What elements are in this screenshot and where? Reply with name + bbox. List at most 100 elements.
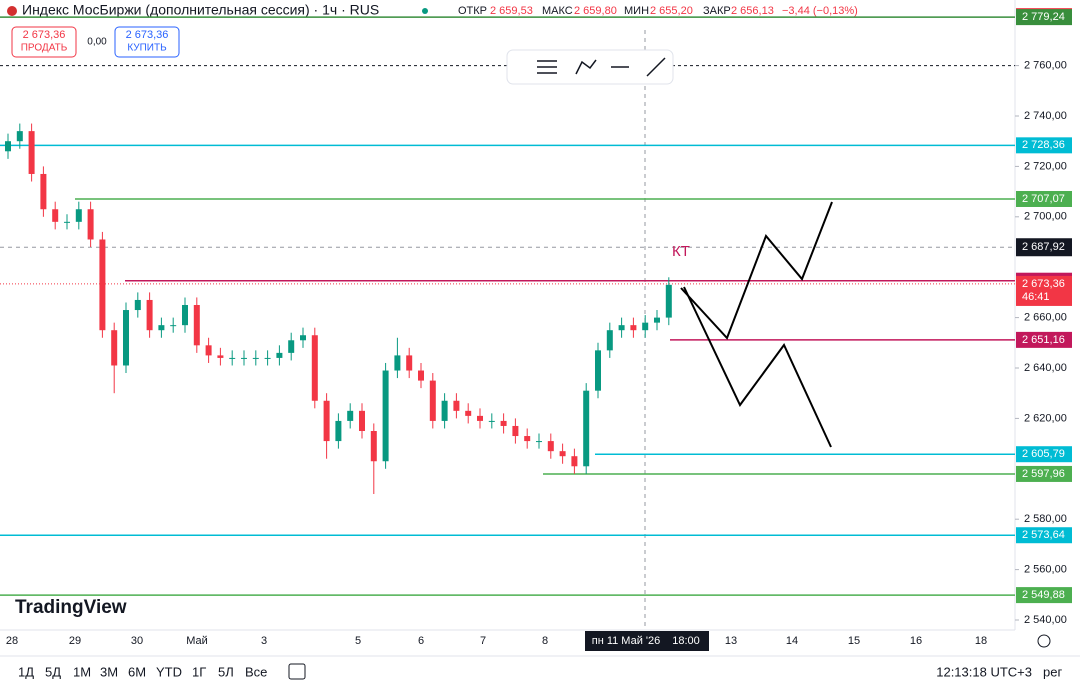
level-price-tag [1016,331,1072,348]
candle-body [5,141,11,152]
candle-body [158,325,165,331]
crosshair-tag [1016,238,1072,257]
y-tick-label: 2 760,00 [1024,60,1067,72]
x-tick-label: Май [186,635,208,647]
candle-body [382,370,389,462]
candle-body [500,420,507,426]
candle-body [264,357,271,359]
candle-body [335,420,342,442]
sell-price: 2 673,36 [23,29,66,41]
crosshair-label: 2 687,92 [1022,241,1065,253]
range-button[interactable]: 3М [100,664,118,679]
session: рег [1043,664,1062,679]
buy-price: 2 673,36 [126,29,169,41]
level-price-label: 2 728,36 [1022,139,1065,151]
range-button[interactable]: 6М [128,664,146,679]
y-tick-label: 2 700,00 [1024,211,1067,223]
drawn-zigzag-down [683,286,832,448]
candle-body [182,305,188,326]
candle-body [241,357,247,359]
countdown: 46:41 [1022,291,1050,303]
x-tick-label: 18 [975,635,987,647]
buy-button[interactable] [114,26,180,58]
tool-lines[interactable] [537,60,557,74]
level-price-label: 2 651,16 [1022,334,1065,346]
candle-body [288,340,295,353]
symbol-title: Индекс МосБиржи (дополнительная сессия) … [22,2,379,18]
level-price-tag [1016,527,1072,544]
y-tick-label: 2 640,00 [1024,362,1067,374]
candle-body [229,357,236,359]
level-price-tag [1016,587,1072,604]
candle-body [123,310,129,366]
ohlc-close-label: ЗАКР [703,5,731,17]
clock: 12:13:18 UTC+3 [936,664,1032,679]
candle-body [571,456,578,467]
x-tick-label: 3 [261,635,267,647]
candle-body [394,355,401,371]
candle-body [512,425,519,437]
range-button[interactable]: Все [245,664,267,679]
candle-body [465,410,472,416]
level-price-label: 2 707,07 [1022,193,1065,205]
level-price-label: 2 605,79 [1022,448,1065,460]
candle-body [87,209,94,240]
candle-body [583,390,590,467]
candle-body [40,173,47,210]
ohlc-close: 2 656,13 [731,5,774,17]
candle-body [205,345,212,356]
candle-body [359,410,365,431]
candle-body [252,357,259,359]
ohlc-change: −3,44 (−0,13%) [782,5,858,17]
drawn-zigzag-up [680,201,833,340]
candle-body [323,400,330,442]
sell-label: ПРОДАТЬ [21,43,68,54]
tool-trend[interactable] [646,57,666,77]
level-price-label: 2 549,88 [1022,589,1065,601]
flag-icon [7,6,17,16]
settings-icon[interactable] [1037,634,1051,648]
status-dot [422,8,428,14]
candle-body [52,209,59,222]
x-tick-label: 14 [786,635,798,647]
candle-body [300,335,306,341]
candle-body [170,325,177,327]
level-price-tag [1016,465,1072,482]
sell-button[interactable] [11,26,77,58]
candle-body [311,335,318,401]
y-tick-label: 2 620,00 [1024,412,1067,424]
tool-path[interactable] [575,59,597,75]
candle-body [146,299,153,331]
candle-body [547,441,554,452]
candle-body [406,355,413,371]
range-button[interactable]: 1М [73,664,91,679]
level-price-tag [1016,137,1072,154]
y-tick-label: 2 660,00 [1024,312,1067,324]
candle-body [654,317,660,323]
x-tick-label: 18:00 [672,635,700,647]
range-button[interactable]: YTD [156,664,182,679]
ohlc-high: 2 659,80 [574,5,617,17]
y-tick-label: 2 540,00 [1024,614,1067,626]
candle-body [370,431,377,462]
range-button[interactable]: 5Л [218,664,234,679]
ohlc-open-label: ОТКР [458,5,487,17]
candle-body [595,350,601,391]
range-button[interactable]: 1Г [192,664,206,679]
candle-body [665,284,672,318]
x-tick-label: 6 [418,635,424,647]
buy-label: КУПИТЬ [127,43,167,54]
range-button[interactable]: 1Д [18,664,34,679]
calendar-icon[interactable] [288,663,306,680]
tv-logo: TradingView [15,597,127,618]
x-tick-label: 7 [480,635,486,647]
ohlc-low: 2 655,20 [650,5,693,17]
x-tick-label: 28 [6,635,18,647]
x-tick-label: 16 [910,635,922,647]
candle-body [630,325,637,331]
y-tick-label: 2 560,00 [1024,564,1067,576]
range-button[interactable]: 5Д [45,664,61,679]
candle-body [618,325,625,331]
